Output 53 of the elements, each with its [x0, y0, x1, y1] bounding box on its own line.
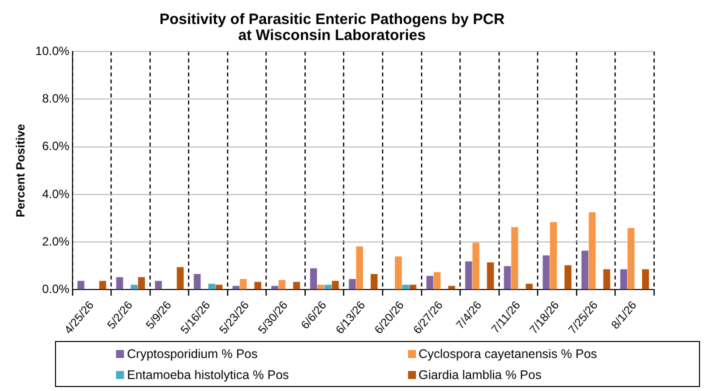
bar	[394, 256, 402, 290]
bar	[642, 269, 649, 290]
bar	[99, 280, 106, 290]
bar	[254, 282, 262, 290]
bar	[348, 279, 356, 290]
bar	[550, 222, 557, 290]
bar	[317, 284, 324, 290]
bar	[465, 261, 472, 290]
bar	[138, 277, 145, 290]
chart-title: Positivity of Parasitic Enteric Pathogens by PCR at Wisconsin Laboratories	[159, 11, 505, 44]
y-tick-label: 2.0%	[42, 234, 70, 248]
bar	[542, 255, 550, 290]
y-tick-label: 8.0%	[42, 91, 70, 106]
bar	[486, 262, 494, 290]
bar	[448, 286, 456, 290]
bar	[581, 250, 588, 290]
bar	[116, 277, 124, 290]
bar	[620, 269, 628, 290]
bar	[130, 284, 138, 290]
bar	[310, 268, 317, 290]
bar	[194, 274, 201, 290]
bar	[564, 265, 572, 290]
legend-label: Cryptosporidium % Pos	[127, 347, 258, 361]
bar	[409, 284, 416, 290]
bar	[603, 269, 610, 290]
bar	[77, 280, 84, 290]
bar	[356, 246, 364, 290]
bar	[402, 284, 410, 290]
bar	[426, 276, 434, 290]
y-tick-label: 0.0%	[42, 282, 70, 296]
y-tick-label: 4.0%	[42, 186, 70, 201]
bar	[293, 282, 300, 290]
bar	[154, 280, 162, 290]
y-tick-label: 10.0%	[35, 44, 70, 58]
bar	[511, 227, 518, 290]
bar	[240, 279, 247, 290]
bar	[232, 286, 240, 290]
bar	[332, 280, 339, 290]
bar	[588, 212, 596, 290]
bar	[370, 274, 378, 290]
bar	[504, 266, 511, 290]
bar	[628, 228, 634, 290]
bar	[278, 280, 286, 290]
bar	[472, 242, 480, 290]
legend-label: Cyclospora cayetanensis % Pos	[418, 347, 598, 361]
y-tick-label: 6.0%	[42, 139, 70, 154]
bar	[434, 272, 441, 290]
legend-label: Giardia lamblia % Pos	[418, 368, 542, 382]
y-axis-title: Percent Positive	[14, 124, 28, 218]
bar	[176, 267, 184, 290]
legend-label: Entamoeba histolytica % Pos	[127, 368, 289, 382]
bar	[324, 284, 332, 290]
bar	[216, 284, 222, 290]
